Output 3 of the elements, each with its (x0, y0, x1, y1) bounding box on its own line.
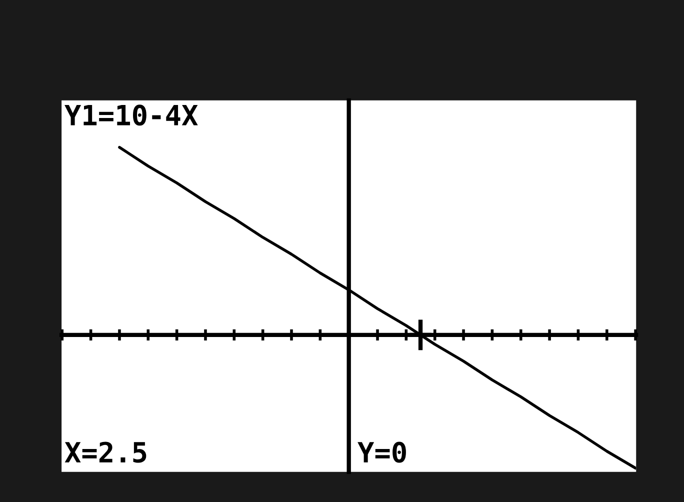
annotation: Y=0 (358, 442, 406, 463)
text: Y1=10-4X (64, 104, 198, 126)
annotation: X=2.5 (64, 442, 146, 463)
